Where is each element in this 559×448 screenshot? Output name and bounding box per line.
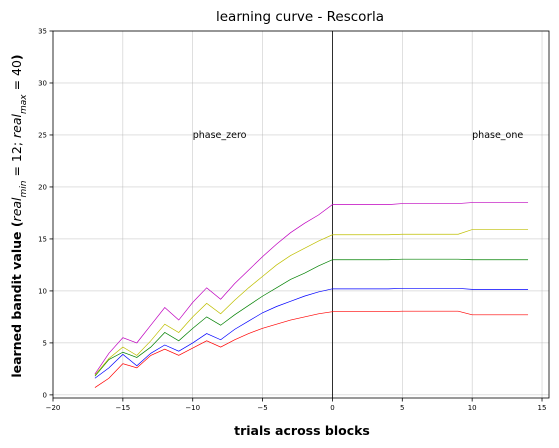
y-tick-label: 35 bbox=[38, 28, 47, 36]
y-axis-label: learned bandit value (realmin = 12; real… bbox=[9, 54, 29, 377]
x-axis-label: trials across blocks bbox=[234, 423, 370, 438]
y-tick-label: 15 bbox=[38, 235, 47, 243]
x-tick-label: −5 bbox=[257, 404, 267, 412]
series-line-2 bbox=[94, 287, 529, 379]
axis-ticks: −20 −15 −10 −5 0 5 10 15 0 5 10 15 20 25 30 35 bbox=[38, 28, 546, 413]
y-tick-label: 5 bbox=[43, 339, 47, 347]
x-tick-label: 0 bbox=[330, 404, 334, 412]
series-line-4 bbox=[94, 229, 529, 376]
chart-title: learning curve - Rescorla bbox=[216, 9, 384, 25]
x-tick-label: 15 bbox=[538, 404, 547, 412]
annotations: phase_zero phase_one bbox=[193, 130, 524, 141]
x-tick-label: 10 bbox=[468, 404, 477, 412]
series-lines bbox=[94, 202, 529, 388]
plot-frame bbox=[52, 30, 550, 399]
y-tick-label: 30 bbox=[38, 79, 47, 87]
y-tick-label: 25 bbox=[38, 131, 47, 139]
y-tick-label: 10 bbox=[38, 287, 47, 295]
series-line-5 bbox=[94, 202, 529, 375]
x-tick-label: 5 bbox=[400, 404, 404, 412]
annotation-phase-one: phase_one bbox=[472, 130, 523, 141]
x-tick-label: −10 bbox=[185, 404, 200, 412]
series-line-3 bbox=[94, 258, 529, 377]
series-line-1 bbox=[94, 310, 529, 388]
x-tick-label: −20 bbox=[46, 404, 61, 412]
annotation-phase-zero: phase_zero bbox=[193, 130, 247, 141]
x-tick-label: −15 bbox=[115, 404, 130, 412]
y-tick-label: 0 bbox=[43, 391, 47, 399]
y-tick-label: 20 bbox=[38, 183, 47, 191]
grid-lines bbox=[52, 30, 549, 398]
